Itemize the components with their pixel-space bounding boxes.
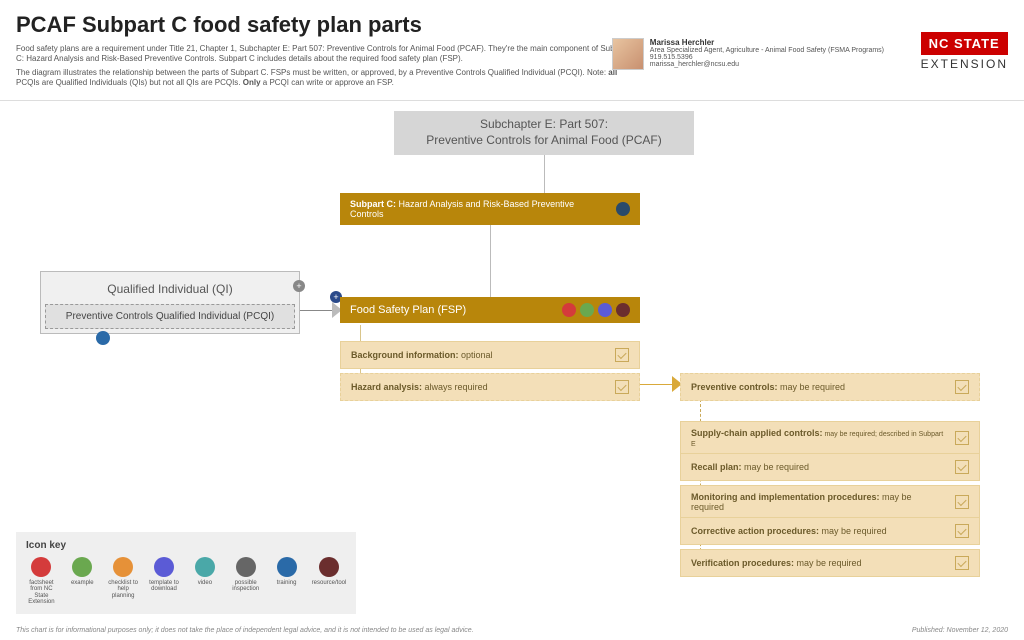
icon-key-title: Icon key <box>26 540 346 551</box>
node-background-info: Background information: optional <box>340 341 640 369</box>
node-fsp: Food Safety Plan (FSP) <box>340 297 640 323</box>
footer-published: Published: November 12, 2020 <box>912 627 1008 634</box>
ncstate-logo: NC STATE EXTENSION <box>921 32 1008 71</box>
node-preventive-controls: Preventive controls: may be required <box>680 373 980 401</box>
template-icon <box>616 202 630 216</box>
author-name: Marissa Herchler <box>650 38 884 47</box>
icon-key-item: possible inspection <box>230 557 261 606</box>
author-phone: 919.515.5396 <box>650 54 884 61</box>
checkbox-icon <box>615 380 629 394</box>
icon-key-item: resource/tool <box>312 557 346 606</box>
footer-disclaimer: This chart is for informational purposes… <box>16 627 474 634</box>
intro-text: Food safety plans are a requirement unde… <box>16 44 636 89</box>
checkbox-icon <box>955 556 969 570</box>
avatar <box>612 38 644 70</box>
node-corrective-action: Corrective action procedures: may be req… <box>680 517 980 545</box>
expand-icon[interactable]: + <box>293 280 305 292</box>
author-email: marissa_herchler@ncsu.edu <box>650 61 884 68</box>
diagram-canvas: Subchapter E: Part 507: Preventive Contr… <box>0 101 1024 601</box>
node-pcqi: Preventive Controls Qualified Individual… <box>45 304 295 329</box>
node-qi-container: + Qualified Individual (QI) Preventive C… <box>40 271 300 334</box>
resource-icon <box>580 303 594 317</box>
author-role: Area Specialized Agent, Agriculture - An… <box>650 47 884 54</box>
qi-title: Qualified Individual (QI) <box>45 278 295 304</box>
node-recall-plan: Recall plan: may be required <box>680 453 980 481</box>
icon-key-item: video <box>189 557 220 606</box>
node-subpart-c: Subpart C: Hazard Analysis and Risk-Base… <box>340 193 640 225</box>
icon-key-item: training <box>271 557 302 606</box>
checkbox-icon <box>615 348 629 362</box>
node-hazard-analysis: Hazard analysis: always required <box>340 373 640 401</box>
checkbox-icon <box>955 380 969 394</box>
icon-key-item: factsheet from NC State Extension <box>26 557 57 606</box>
icon-key-item: template to download <box>149 557 180 606</box>
node-supply-chain: Supply-chain applied controls: may be re… <box>680 421 980 455</box>
checkbox-icon <box>955 460 969 474</box>
icon-key-item: checklist to help planning <box>108 557 139 606</box>
checkbox-icon <box>955 495 969 509</box>
resource-icon <box>616 303 630 317</box>
checkbox-icon <box>955 524 969 538</box>
icon-key: Icon key factsheet from NC State Extensi… <box>16 532 356 614</box>
checkbox-icon <box>955 431 969 445</box>
node-subchapter-e: Subchapter E: Part 507: Preventive Contr… <box>394 111 694 155</box>
node-monitoring: Monitoring and implementation procedures… <box>680 485 980 519</box>
resource-icon <box>598 303 612 317</box>
training-icon <box>96 331 110 345</box>
page-title: PCAF Subpart C food safety plan parts <box>16 12 1008 38</box>
node-verification: Verification procedures: may be required <box>680 549 980 577</box>
icon-key-item: example <box>67 557 98 606</box>
resource-icon <box>562 303 576 317</box>
author-box: Marissa Herchler Area Specialized Agent,… <box>612 38 884 70</box>
